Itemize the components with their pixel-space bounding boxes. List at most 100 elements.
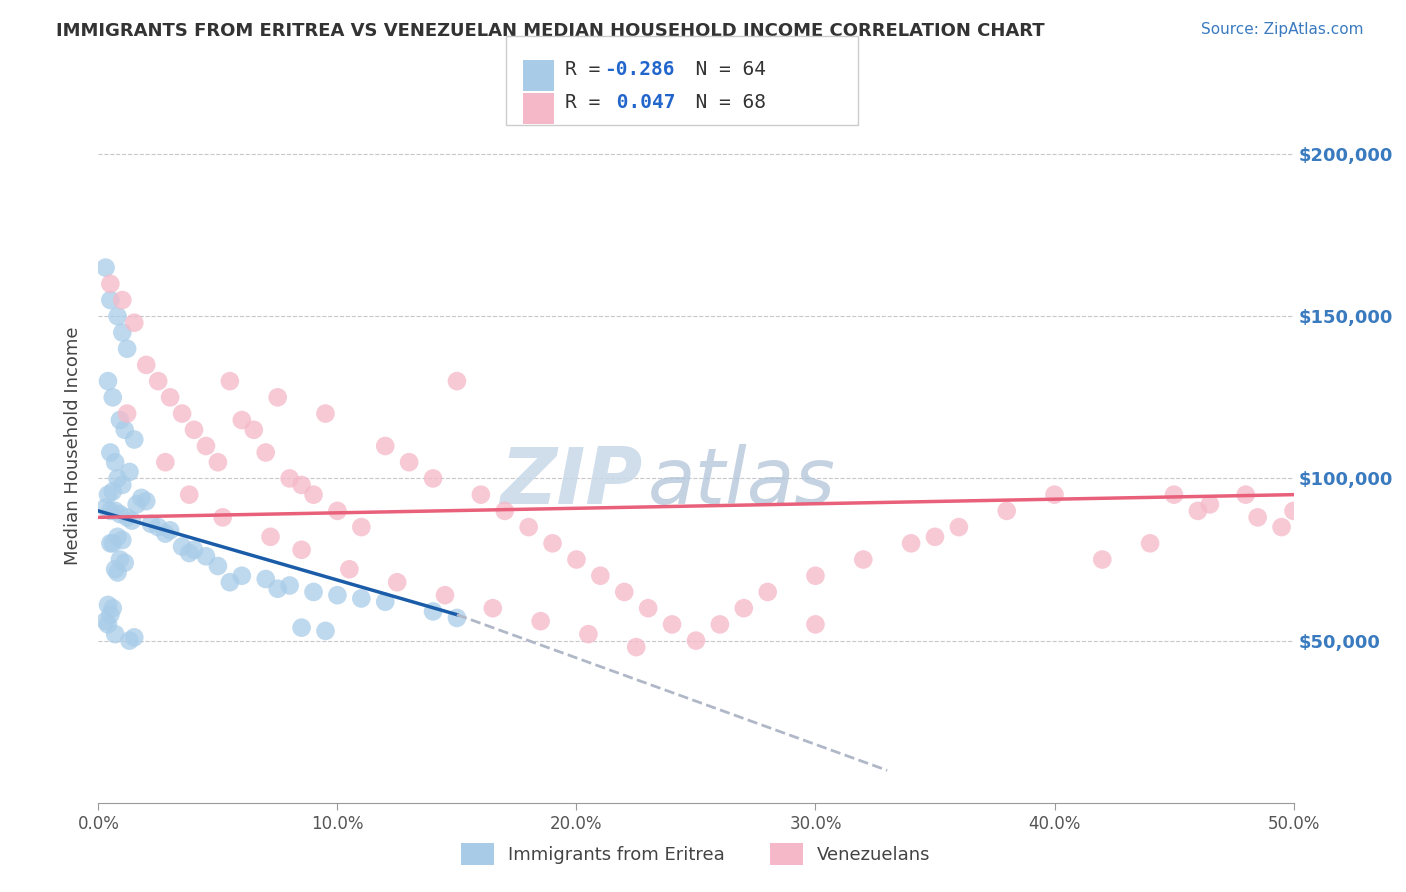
Point (302, 488, 325, 502)
Point (94, 500, 117, 515)
Point (211, 510, 233, 524)
Point (118, 633, 141, 648)
Point (148, 374, 170, 388)
Point (108, 507, 131, 521)
Point (98, 607, 122, 622)
Point (1271, 520, 1294, 534)
Text: ZIP: ZIP (501, 443, 643, 520)
Point (118, 465, 141, 479)
Point (107, 566, 129, 580)
Point (530, 614, 553, 628)
Point (291, 542, 314, 557)
Point (470, 488, 492, 502)
Point (94, 260, 117, 275)
Point (195, 439, 218, 453)
Point (291, 478, 314, 492)
Point (135, 494, 157, 508)
Point (494, 504, 516, 518)
Point (541, 536, 564, 550)
Point (124, 433, 146, 447)
Point (97, 598, 120, 612)
Point (97, 488, 120, 502)
Point (115, 407, 138, 421)
Point (219, 374, 242, 388)
Point (637, 601, 659, 615)
Point (131, 491, 153, 505)
Point (756, 585, 779, 599)
Point (254, 445, 277, 459)
Point (124, 631, 146, 645)
Text: IMMIGRANTS FROM ERITREA VS VENEZUELAN MEDIAN HOUSEHOLD INCOME CORRELATION CHART: IMMIGRANTS FROM ERITREA VS VENEZUELAN ME… (56, 22, 1045, 40)
Point (111, 533, 134, 547)
Point (661, 617, 683, 632)
Text: -0.286: -0.286 (605, 60, 675, 79)
Point (995, 504, 1018, 518)
Point (517, 520, 540, 534)
Point (115, 510, 138, 524)
Point (1234, 488, 1257, 502)
Point (94, 614, 117, 628)
Point (434, 588, 457, 602)
Point (148, 520, 170, 534)
Point (114, 556, 136, 570)
Point (350, 591, 373, 606)
Point (422, 471, 444, 485)
Point (1199, 497, 1222, 511)
Point (101, 390, 124, 404)
Point (97, 374, 120, 388)
Point (107, 530, 129, 544)
Text: Source: ZipAtlas.com: Source: ZipAtlas.com (1201, 22, 1364, 37)
Point (315, 624, 337, 638)
Point (589, 568, 612, 582)
Point (374, 439, 396, 453)
Point (685, 633, 707, 648)
Point (709, 617, 731, 632)
Point (350, 520, 373, 534)
Point (121, 514, 143, 528)
Point (482, 601, 505, 615)
Point (124, 316, 146, 330)
Point (179, 546, 201, 560)
Point (1043, 488, 1066, 502)
Point (626, 640, 648, 654)
Point (98, 504, 122, 518)
Point (565, 552, 588, 566)
Point (446, 374, 468, 388)
Point (195, 549, 218, 564)
Point (107, 471, 129, 485)
Point (852, 552, 875, 566)
Point (302, 585, 325, 599)
Point (104, 627, 127, 641)
Point (1282, 504, 1305, 518)
Point (804, 617, 827, 632)
Point (108, 552, 131, 566)
Point (135, 358, 157, 372)
Point (219, 575, 242, 590)
Point (1139, 536, 1161, 550)
Point (374, 595, 396, 609)
Y-axis label: Median Household Income: Median Household Income (63, 326, 82, 566)
Text: R =: R = (565, 93, 612, 112)
Text: R =: R = (565, 60, 612, 79)
Point (267, 582, 290, 596)
Point (115, 342, 138, 356)
Text: 0.047: 0.047 (605, 93, 675, 112)
Point (398, 455, 420, 469)
Point (231, 568, 253, 582)
Point (1091, 552, 1114, 566)
Text: atlas: atlas (648, 443, 837, 520)
Point (98, 445, 122, 459)
Point (613, 585, 636, 599)
Point (339, 562, 361, 576)
Point (207, 455, 229, 469)
Point (231, 413, 253, 427)
Point (326, 504, 349, 518)
Point (733, 601, 755, 615)
Point (111, 478, 134, 492)
Point (924, 530, 946, 544)
Point (259, 530, 281, 544)
Legend: Immigrants from Eritrea, Venezuelans: Immigrants from Eritrea, Venezuelans (454, 836, 938, 872)
Point (98, 536, 122, 550)
Point (111, 293, 134, 307)
Point (948, 520, 970, 534)
